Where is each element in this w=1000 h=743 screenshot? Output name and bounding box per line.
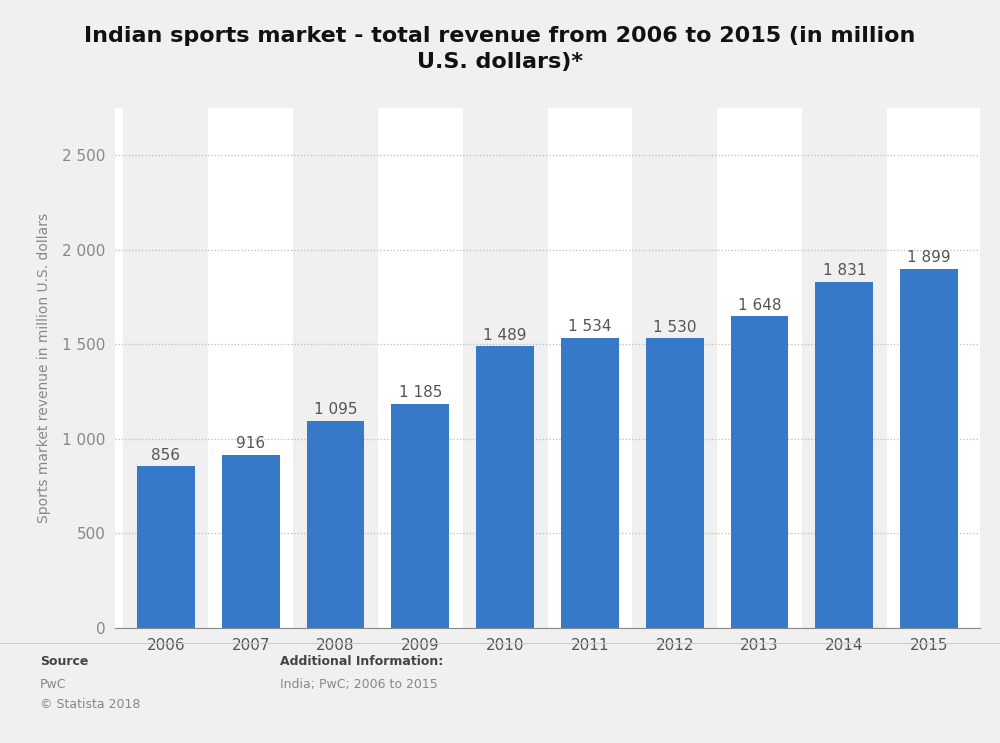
Text: PwC: PwC bbox=[40, 678, 66, 690]
Bar bbox=[123, 108, 208, 628]
Text: Indian sports market - total revenue from 2006 to 2015 (in million
U.S. dollars): Indian sports market - total revenue fro… bbox=[84, 26, 916, 72]
Bar bbox=[632, 108, 717, 628]
Text: 1 534: 1 534 bbox=[568, 319, 612, 334]
Bar bbox=[307, 421, 364, 628]
Bar bbox=[731, 317, 788, 628]
Bar bbox=[222, 455, 280, 628]
Bar bbox=[208, 108, 293, 628]
Text: 1 530: 1 530 bbox=[653, 320, 696, 335]
Bar bbox=[293, 108, 378, 628]
Text: 1 095: 1 095 bbox=[314, 403, 357, 418]
Bar bbox=[378, 108, 463, 628]
Text: © Statista 2018: © Statista 2018 bbox=[40, 698, 140, 711]
Text: 1 899: 1 899 bbox=[907, 250, 951, 265]
Text: 1 185: 1 185 bbox=[399, 386, 442, 400]
Text: 1 648: 1 648 bbox=[738, 298, 781, 313]
Bar bbox=[463, 108, 548, 628]
Text: India; PwC; 2006 to 2015: India; PwC; 2006 to 2015 bbox=[280, 678, 438, 690]
Bar bbox=[815, 282, 873, 628]
Bar bbox=[900, 269, 958, 628]
Text: 856: 856 bbox=[151, 447, 180, 463]
Bar bbox=[137, 466, 195, 628]
Y-axis label: Sports market revenue in million U.S. dollars: Sports market revenue in million U.S. do… bbox=[37, 212, 51, 523]
Bar bbox=[717, 108, 802, 628]
Bar bbox=[561, 338, 619, 628]
Text: 916: 916 bbox=[236, 436, 265, 451]
Text: 1 831: 1 831 bbox=[823, 263, 866, 278]
Bar bbox=[476, 346, 534, 628]
Bar bbox=[548, 108, 632, 628]
Bar bbox=[391, 403, 449, 628]
Text: 1 489: 1 489 bbox=[483, 328, 527, 343]
Bar bbox=[646, 339, 704, 628]
Bar bbox=[802, 108, 887, 628]
Text: Source: Source bbox=[40, 655, 88, 668]
Bar bbox=[887, 108, 972, 628]
Text: Additional Information:: Additional Information: bbox=[280, 655, 443, 668]
